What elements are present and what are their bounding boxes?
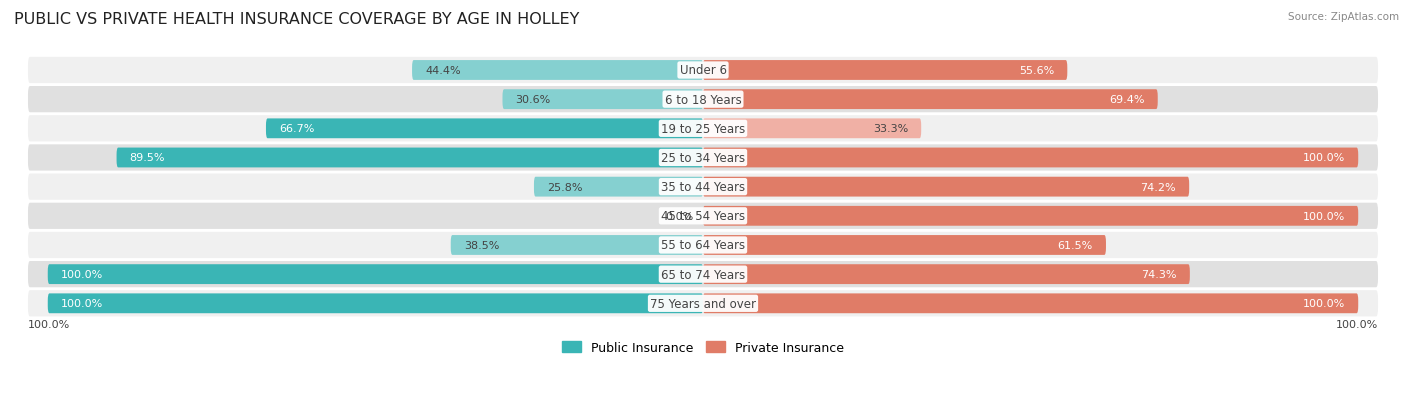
- FancyBboxPatch shape: [28, 290, 1378, 317]
- FancyBboxPatch shape: [451, 235, 703, 255]
- FancyBboxPatch shape: [703, 119, 921, 139]
- Text: PUBLIC VS PRIVATE HEALTH INSURANCE COVERAGE BY AGE IN HOLLEY: PUBLIC VS PRIVATE HEALTH INSURANCE COVER…: [14, 12, 579, 27]
- Text: 25.8%: 25.8%: [547, 182, 582, 192]
- Text: 45 to 54 Years: 45 to 54 Years: [661, 210, 745, 223]
- FancyBboxPatch shape: [28, 232, 1378, 259]
- Text: 44.4%: 44.4%: [425, 66, 461, 76]
- Text: 100.0%: 100.0%: [1336, 320, 1378, 330]
- FancyBboxPatch shape: [117, 148, 703, 168]
- Text: 69.4%: 69.4%: [1109, 95, 1144, 105]
- FancyBboxPatch shape: [703, 206, 1358, 226]
- Text: 74.3%: 74.3%: [1142, 270, 1177, 280]
- Text: 100.0%: 100.0%: [1303, 299, 1346, 309]
- Text: 89.5%: 89.5%: [129, 153, 165, 163]
- Text: 33.3%: 33.3%: [873, 124, 908, 134]
- Text: 100.0%: 100.0%: [60, 270, 103, 280]
- FancyBboxPatch shape: [28, 261, 1378, 287]
- Text: Source: ZipAtlas.com: Source: ZipAtlas.com: [1288, 12, 1399, 22]
- FancyBboxPatch shape: [28, 58, 1378, 84]
- Text: 100.0%: 100.0%: [1303, 211, 1346, 221]
- Text: 100.0%: 100.0%: [1303, 153, 1346, 163]
- Text: 25 to 34 Years: 25 to 34 Years: [661, 152, 745, 165]
- FancyBboxPatch shape: [48, 265, 703, 285]
- FancyBboxPatch shape: [28, 116, 1378, 142]
- FancyBboxPatch shape: [28, 174, 1378, 200]
- FancyBboxPatch shape: [703, 90, 1157, 110]
- Text: 55 to 64 Years: 55 to 64 Years: [661, 239, 745, 252]
- Text: 74.2%: 74.2%: [1140, 182, 1175, 192]
- FancyBboxPatch shape: [703, 265, 1189, 285]
- FancyBboxPatch shape: [28, 203, 1378, 229]
- Legend: Public Insurance, Private Insurance: Public Insurance, Private Insurance: [557, 336, 849, 359]
- Text: 100.0%: 100.0%: [28, 320, 70, 330]
- FancyBboxPatch shape: [703, 61, 1067, 81]
- FancyBboxPatch shape: [266, 119, 703, 139]
- FancyBboxPatch shape: [28, 145, 1378, 171]
- FancyBboxPatch shape: [703, 235, 1107, 255]
- FancyBboxPatch shape: [412, 61, 703, 81]
- FancyBboxPatch shape: [703, 177, 1189, 197]
- Text: 35 to 44 Years: 35 to 44 Years: [661, 181, 745, 194]
- FancyBboxPatch shape: [703, 294, 1358, 313]
- Text: 0.0%: 0.0%: [665, 211, 693, 221]
- Text: 55.6%: 55.6%: [1019, 66, 1054, 76]
- Text: 30.6%: 30.6%: [516, 95, 551, 105]
- FancyBboxPatch shape: [534, 177, 703, 197]
- Text: 66.7%: 66.7%: [278, 124, 315, 134]
- FancyBboxPatch shape: [703, 148, 1358, 168]
- Text: 38.5%: 38.5%: [464, 240, 499, 250]
- Text: 19 to 25 Years: 19 to 25 Years: [661, 123, 745, 135]
- Text: 100.0%: 100.0%: [60, 299, 103, 309]
- Text: 61.5%: 61.5%: [1057, 240, 1092, 250]
- FancyBboxPatch shape: [48, 294, 703, 313]
- FancyBboxPatch shape: [502, 90, 703, 110]
- Text: 6 to 18 Years: 6 to 18 Years: [665, 93, 741, 107]
- Text: 75 Years and over: 75 Years and over: [650, 297, 756, 310]
- FancyBboxPatch shape: [28, 87, 1378, 113]
- Text: Under 6: Under 6: [679, 64, 727, 77]
- Text: 65 to 74 Years: 65 to 74 Years: [661, 268, 745, 281]
